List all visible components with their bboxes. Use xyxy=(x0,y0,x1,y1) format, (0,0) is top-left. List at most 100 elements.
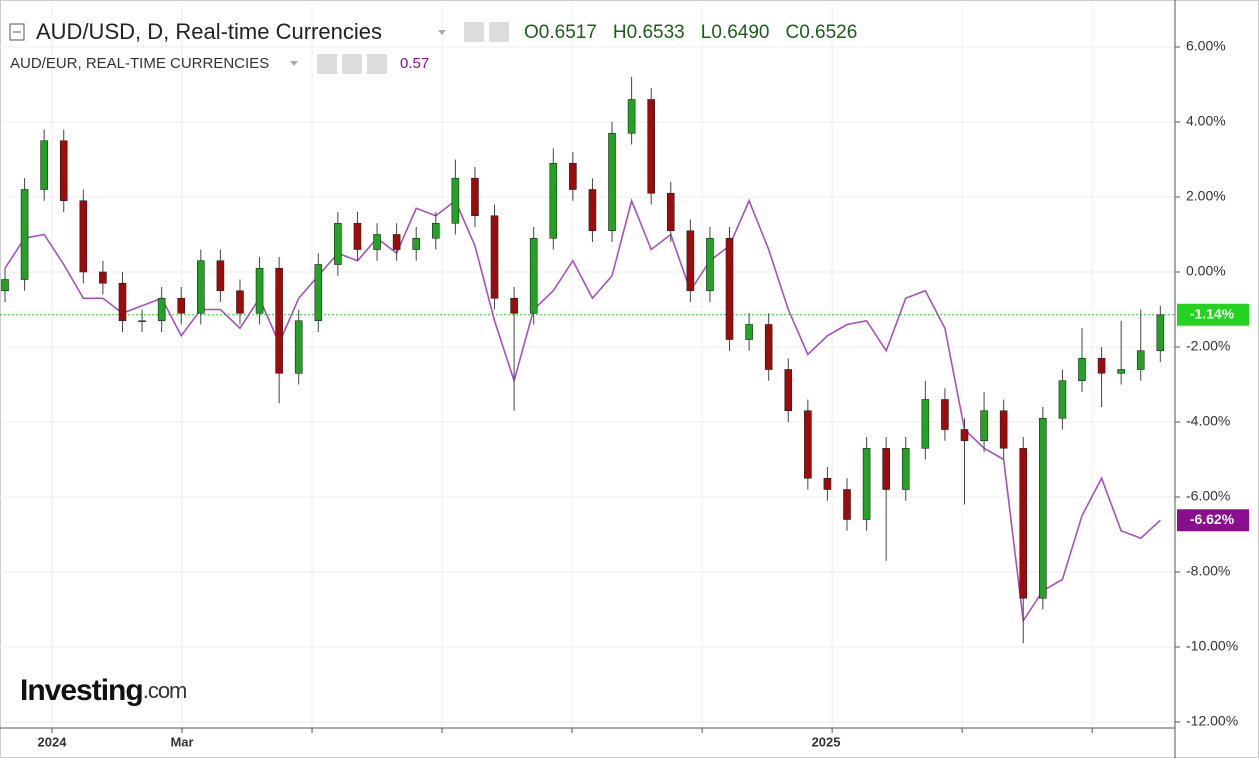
dropdown-arrow[interactable] xyxy=(290,61,298,66)
candle-body xyxy=(627,99,636,134)
candle-body xyxy=(1019,447,1028,599)
ohlc-value: 0.6490 xyxy=(711,22,769,43)
ohlc-item: H0.6533 xyxy=(613,22,685,43)
candle-body xyxy=(216,260,225,292)
y-tick-label: -4.00% xyxy=(1186,413,1230,429)
last-price-tag-bg xyxy=(1177,303,1249,326)
candle-body xyxy=(941,399,949,430)
candle-body xyxy=(608,132,616,232)
candle-body xyxy=(882,447,890,490)
ohlc-key: L xyxy=(701,22,712,43)
candle-body xyxy=(999,410,1008,449)
candle-body xyxy=(784,369,793,412)
candle-body xyxy=(471,177,479,217)
candle-body xyxy=(431,222,440,239)
candle-body xyxy=(99,271,107,284)
candle-body xyxy=(59,140,68,202)
candle-body xyxy=(294,320,303,374)
candle-body xyxy=(725,237,734,340)
y-tick-label: -10.00% xyxy=(1186,638,1238,654)
candle-body xyxy=(177,297,186,314)
candle-body xyxy=(804,410,812,479)
x-tick-label: 2025 xyxy=(812,734,841,749)
candle-body xyxy=(960,429,969,442)
candle-body xyxy=(451,177,460,224)
candle-body xyxy=(921,399,930,449)
candle-body xyxy=(510,297,518,314)
ohlc-values: O0.6517 H0.6533 L0.6490 C0.6526 xyxy=(524,22,857,43)
last-price-tag: -1.14% xyxy=(1190,305,1235,321)
ohlc-item: C0.6526 xyxy=(785,22,857,43)
settings-button[interactable] xyxy=(342,54,362,74)
y-tick-label: -8.00% xyxy=(1186,563,1230,579)
x-tick-label: Mar xyxy=(170,734,193,749)
candle-body xyxy=(138,320,146,323)
candle-body xyxy=(20,189,29,280)
ohlc-key: H xyxy=(613,22,627,43)
candle-body xyxy=(686,230,695,292)
y-tick-label: -6.00% xyxy=(1186,488,1230,504)
compare-value: 0.57 xyxy=(400,55,429,72)
candle-body xyxy=(549,162,558,239)
y-tick-label: -12.00% xyxy=(1186,713,1238,729)
ohlc-value: 0.6533 xyxy=(627,22,685,43)
candle-body xyxy=(1136,350,1145,370)
candle-body xyxy=(1039,417,1047,599)
logo: Investing.com xyxy=(20,674,186,707)
candle-body xyxy=(157,297,166,322)
ohlc-key: O xyxy=(524,22,539,43)
y-tick-label: -2.00% xyxy=(1186,338,1230,354)
candle-body xyxy=(353,222,362,250)
candle-body xyxy=(392,234,401,250)
compare-last-tag-bg xyxy=(1177,509,1249,532)
logo-suffix: .com xyxy=(143,678,187,703)
compare-last-tag: -6.62% xyxy=(1190,511,1235,527)
ohlc-key: C xyxy=(785,22,799,43)
y-tick-label: 2.00% xyxy=(1186,188,1226,204)
candle-body xyxy=(569,162,577,190)
candle-body xyxy=(529,237,538,314)
candle-body xyxy=(980,410,988,442)
candle-body xyxy=(647,99,655,194)
plot-area xyxy=(0,5,1175,728)
candle-body xyxy=(1078,357,1086,382)
y-tick-label: 0.00% xyxy=(1186,263,1226,279)
candle-body xyxy=(666,192,675,232)
candle-body xyxy=(197,260,205,314)
candle-body xyxy=(843,489,851,520)
ohlc-item: O0.6517 xyxy=(524,22,597,43)
candle-body xyxy=(901,447,910,490)
dropdown-arrow[interactable] xyxy=(438,30,446,35)
candle-body xyxy=(823,477,832,490)
candle-body xyxy=(314,264,323,322)
candle-body xyxy=(1097,357,1106,374)
logo-brand: Investing xyxy=(20,674,143,707)
candle-body xyxy=(1058,380,1067,419)
candle-body xyxy=(79,200,88,273)
candle-body xyxy=(373,234,381,250)
candle-body xyxy=(40,140,48,190)
symbol-title: AUD/USD, D, Real-time Currencies xyxy=(36,19,382,44)
candle-body xyxy=(1156,314,1165,352)
x-tick-label: 2024 xyxy=(38,734,68,749)
ohlc-value: 0.6517 xyxy=(539,22,597,43)
candle-body xyxy=(706,237,714,292)
eye-button[interactable] xyxy=(317,54,337,74)
candle-body xyxy=(764,324,773,370)
candle-body xyxy=(745,324,753,340)
candle-body xyxy=(862,447,871,520)
candle-body xyxy=(1,279,9,292)
candle-body xyxy=(275,267,283,374)
candle-body xyxy=(490,215,499,299)
candle-body xyxy=(412,237,421,250)
remove-button[interactable] xyxy=(367,54,387,74)
y-tick-label: 4.00% xyxy=(1186,113,1226,129)
ohlc-value: 0.6526 xyxy=(799,22,857,43)
collapse-icon[interactable] xyxy=(9,23,25,41)
candle-body xyxy=(588,189,597,232)
eye-button[interactable] xyxy=(464,22,484,42)
candle-body xyxy=(1117,369,1125,374)
compare-name: AUD/EUR, REAL-TIME CURRENCIES xyxy=(10,55,269,72)
settings-button[interactable] xyxy=(489,22,509,42)
